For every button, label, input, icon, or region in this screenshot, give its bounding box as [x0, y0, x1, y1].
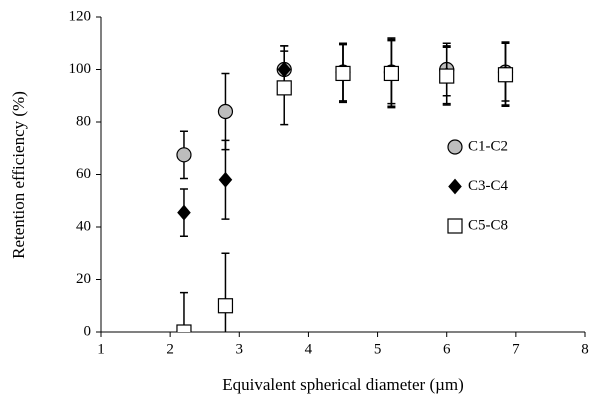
x-tick-label: 6: [443, 341, 451, 357]
legend-label: C3-C4: [468, 178, 509, 194]
point: [177, 204, 191, 221]
error-bar: [179, 291, 188, 332]
legend-label: C1-C2: [468, 138, 508, 154]
legend-label: C5-C8: [468, 217, 508, 233]
point: [335, 65, 351, 82]
x-tick-label: 8: [581, 341, 589, 357]
plot-area: [176, 37, 514, 332]
x-tick-label: 7: [512, 341, 520, 357]
y-axis-title: Retention efficiency (%): [9, 91, 28, 259]
x-tick-label: 1: [97, 341, 105, 357]
point: [497, 67, 514, 83]
legend-marker: [447, 139, 463, 155]
x-tick-label: 3: [236, 341, 244, 357]
x-tick-label: 4: [305, 341, 313, 357]
point: [217, 298, 234, 314]
y-tick-label: 0: [84, 323, 92, 339]
point: [218, 171, 233, 188]
y-tick-label: 100: [69, 61, 92, 77]
point: [276, 80, 292, 96]
point: [383, 65, 399, 82]
y-tick-label: 120: [69, 8, 92, 24]
x-axis-title: Equivalent spherical diameter (µm): [222, 375, 464, 394]
legend-marker: [448, 178, 462, 195]
y-tick-label: 80: [76, 113, 91, 129]
x-tick-label: 5: [374, 341, 382, 357]
y-tick-label: 60: [76, 166, 91, 182]
point: [176, 147, 192, 163]
point: [217, 103, 234, 120]
y-tick-label: 40: [76, 218, 91, 234]
point: [176, 324, 192, 332]
x-tick-label: 2: [166, 341, 174, 357]
y-tick-label: 20: [76, 271, 91, 287]
point: [439, 68, 455, 84]
legend-marker: [447, 218, 463, 234]
